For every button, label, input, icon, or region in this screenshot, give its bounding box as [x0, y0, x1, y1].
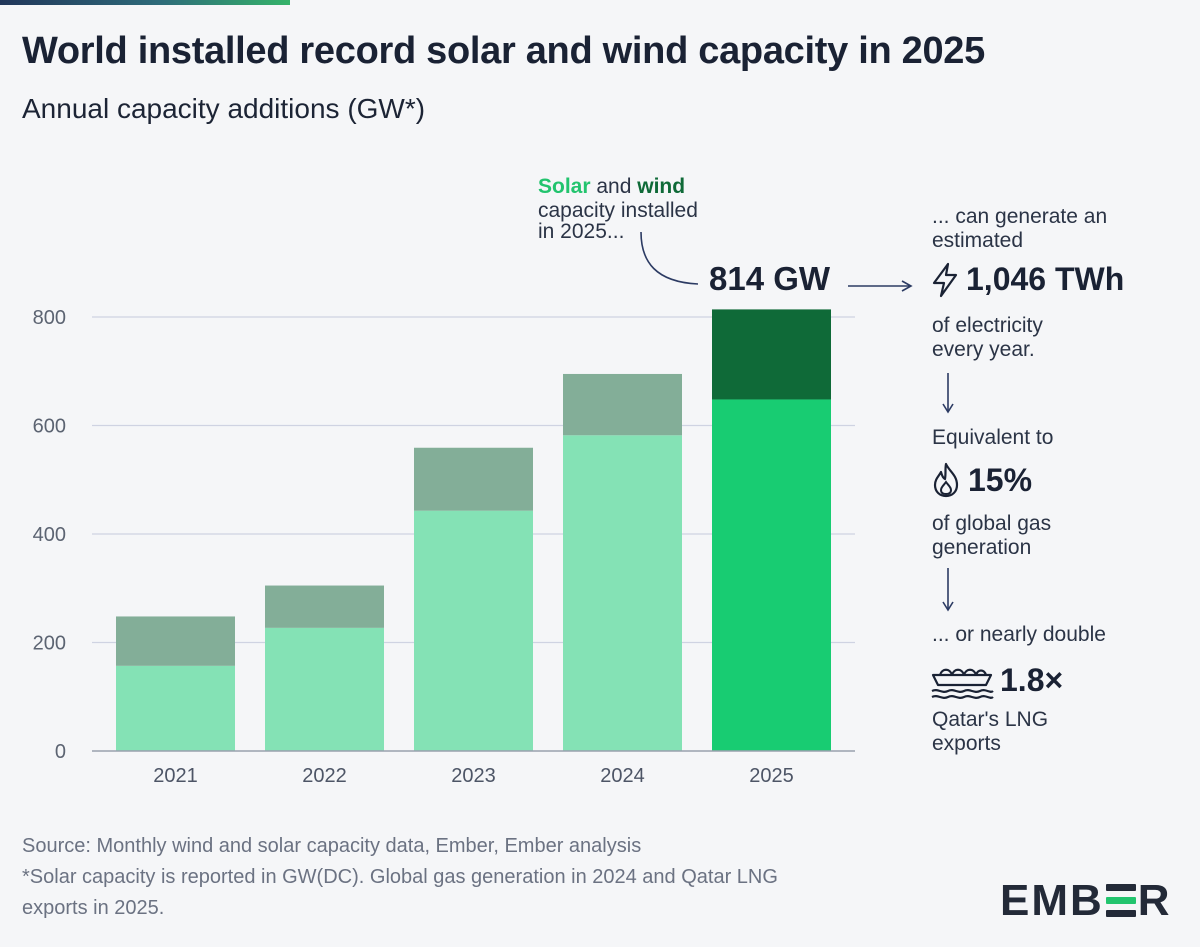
equivalent-label: Equivalent to	[932, 426, 1054, 449]
bar-solar-2022	[265, 627, 384, 751]
gas-desc-1: of global gas	[932, 512, 1052, 535]
wind-word: wind	[637, 175, 686, 198]
x-tick-label-2023: 2023	[451, 765, 496, 787]
top-accent-bar	[0, 0, 290, 5]
annotation-line-3: in 2025...	[538, 220, 625, 243]
generation-desc-2: every year.	[932, 338, 1035, 361]
bar-solar-2021	[116, 665, 235, 751]
bar-wind-2023	[414, 447, 533, 511]
chart-title: World installed record solar and wind ca…	[22, 30, 985, 72]
y-tick-label-0: 0	[55, 741, 66, 763]
footnote-line-1: *Solar capacity is reported in GW(DC). G…	[22, 866, 778, 888]
footnote-line-2: exports in 2025.	[22, 897, 165, 919]
arrow-to-twh-head	[901, 280, 913, 292]
logo-text-right: R	[1137, 876, 1172, 925]
total-814-label: 814 GW	[709, 260, 831, 297]
lng-tanker-icon	[931, 668, 994, 699]
generation-stat: 1,046 TWh	[930, 261, 1124, 298]
x-tick-label-2025: 2025	[749, 765, 794, 787]
solar-word: Solar	[538, 175, 591, 198]
chart-subtitle: Annual capacity additions (GW*)	[22, 93, 426, 124]
logo-text-left: EMB	[1000, 876, 1104, 925]
flame-icon	[933, 462, 959, 498]
bar-solar-2025	[712, 399, 831, 751]
arrow-down-1-head	[942, 403, 954, 414]
side-intro-1: ... can generate an	[932, 205, 1108, 228]
bar-solar-2023	[414, 510, 533, 751]
lng-desc-2: exports	[932, 732, 1001, 755]
generation-value: 1,046 TWh	[966, 261, 1125, 297]
gas-stat: 15%	[930, 461, 1032, 499]
y-tick-label-800: 800	[33, 307, 66, 329]
bar-wind-2025	[712, 309, 831, 400]
y-tick-label-400: 400	[33, 524, 66, 546]
lightning-icon	[932, 262, 958, 297]
source-note: Source: Monthly wind and solar capacity …	[22, 835, 642, 857]
bar-solar-2024	[563, 435, 682, 751]
x-tick-label-2021: 2021	[153, 765, 198, 787]
double-label: ... or nearly double	[932, 623, 1106, 646]
y-tick-label-600: 600	[33, 416, 66, 438]
bar-wind-2024	[563, 373, 682, 436]
x-tick-label-2022: 2022	[302, 765, 347, 787]
and-word: and	[590, 175, 638, 198]
arrow-down-2-head	[942, 601, 954, 612]
bar-wind-2022	[265, 585, 384, 628]
annotation-curve	[640, 231, 699, 285]
lng-value: 1.8×	[1000, 661, 1064, 698]
logo-e-mark	[1105, 883, 1136, 917]
ember-logo: EMB R	[1000, 876, 1172, 926]
annotation-line-1: Solar and wind	[538, 175, 685, 199]
bar-wind-2021	[116, 616, 235, 666]
lng-desc-1: Qatar's LNG	[932, 708, 1049, 731]
y-tick-label-200: 200	[33, 633, 66, 655]
gas-desc-2: generation	[932, 536, 1032, 559]
generation-desc-1: of electricity	[932, 314, 1043, 337]
annotation-line-2: capacity installed	[538, 199, 698, 222]
lng-stat: 1.8×	[930, 661, 1063, 699]
x-tick-label-2024: 2024	[600, 765, 645, 787]
side-intro-2: estimated	[932, 229, 1024, 252]
gas-value: 15%	[968, 461, 1033, 498]
